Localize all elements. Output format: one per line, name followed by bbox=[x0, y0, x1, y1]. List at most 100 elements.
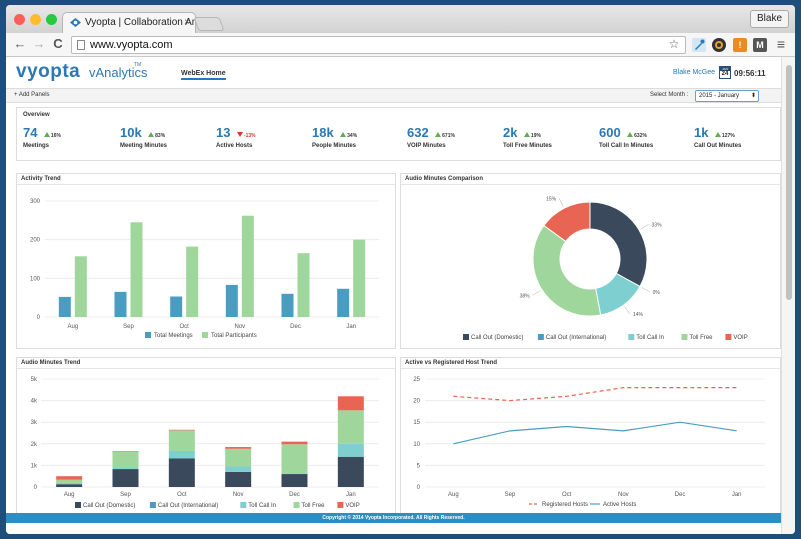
stacked-bar-segment bbox=[56, 482, 83, 485]
bar bbox=[337, 288, 350, 317]
tab-close-icon[interactable]: × bbox=[184, 17, 190, 28]
browser-tab[interactable]: Vyopta | Collaboration Ana × bbox=[62, 12, 196, 33]
y-tick-label: 15 bbox=[413, 420, 420, 426]
slice-leader-line bbox=[640, 224, 649, 230]
stat-label: Toll Call In Minutes bbox=[599, 143, 654, 149]
circle-extension-icon[interactable] bbox=[712, 38, 726, 52]
bookmark-star-icon[interactable]: ☆ bbox=[668, 37, 680, 51]
vanalytics-logo-text: vAnalytics bbox=[89, 65, 148, 80]
menu-icon[interactable]: ≡ bbox=[776, 36, 786, 52]
warning-extension-icon[interactable]: ! bbox=[733, 38, 747, 52]
x-tick-label: Sep bbox=[120, 492, 131, 498]
stat-label: Toll Free Minutes bbox=[503, 143, 552, 149]
x-tick-label: Oct bbox=[179, 324, 189, 330]
x-tick-label: Jan bbox=[346, 324, 356, 330]
bar bbox=[281, 293, 294, 317]
y-tick-label: 25 bbox=[413, 377, 420, 383]
web-page: vyopta vAnalytics TM WebEx Home Blake Mc… bbox=[6, 57, 795, 534]
nav-webex-home[interactable]: WebEx Home bbox=[181, 70, 226, 80]
new-tab-button[interactable] bbox=[193, 17, 225, 31]
stat-meeting-minutes[interactable]: 10k 83% Meeting Minutes bbox=[120, 124, 167, 149]
legend-swatch bbox=[202, 332, 208, 338]
y-tick-label: 0 bbox=[34, 485, 38, 491]
select-arrows-icon: ⬍ bbox=[750, 93, 756, 99]
forward-icon[interactable]: → bbox=[32, 36, 46, 51]
stat-value: 632 bbox=[407, 125, 429, 140]
browser-window: Vyopta | Collaboration Ana × Blake ← → C… bbox=[6, 5, 795, 534]
m-extension-icon[interactable]: M bbox=[753, 38, 767, 52]
stat-delta: -13% bbox=[236, 132, 256, 139]
x-tick-label: Dec bbox=[675, 492, 686, 498]
page-scrollbar[interactable] bbox=[781, 57, 795, 534]
footer: Copyright © 2014 Vyopta Incorporated. Al… bbox=[6, 513, 781, 523]
stacked-bar-segment bbox=[225, 466, 252, 472]
stat-value: 74 bbox=[23, 125, 38, 140]
stat-voip-minutes[interactable]: 632 671% VOIP Minutes bbox=[407, 124, 455, 149]
trademark: TM bbox=[134, 62, 142, 68]
user-name-link[interactable]: Blake McGee bbox=[673, 69, 716, 76]
stacked-bar-segment bbox=[112, 451, 139, 452]
stat-label: Meeting Minutes bbox=[120, 143, 168, 149]
y-tick-label: 3k bbox=[31, 420, 38, 426]
stacked-bar-segment bbox=[225, 448, 252, 467]
y-tick-label: 100 bbox=[30, 276, 41, 282]
slice-leader-line bbox=[641, 287, 650, 292]
x-tick-label: Nov bbox=[234, 324, 245, 330]
stat-delta: 34% bbox=[340, 132, 357, 139]
clock: 09:56:11 bbox=[734, 69, 766, 78]
vyopta-favicon-icon bbox=[70, 18, 81, 27]
stat-delta: 19% bbox=[523, 132, 541, 139]
legend-swatch bbox=[463, 334, 469, 340]
close-window-icon[interactable] bbox=[14, 14, 25, 25]
stat-value: 10k bbox=[120, 125, 142, 140]
back-icon[interactable]: ← bbox=[13, 36, 27, 51]
stat-label: People Minutes bbox=[312, 143, 357, 149]
legend-label: Call Out (International) bbox=[546, 335, 606, 341]
legend-swatch bbox=[240, 502, 247, 508]
page-icon bbox=[77, 40, 85, 50]
scrollbar-thumb[interactable] bbox=[786, 65, 792, 300]
legend-swatch bbox=[293, 502, 300, 508]
stacked-bar-segment bbox=[56, 484, 83, 487]
month-select[interactable]: 2015 - January ⬍ bbox=[695, 90, 759, 102]
calendar-day: 24 bbox=[721, 71, 729, 77]
vyopta-logo[interactable]: vyopta bbox=[16, 61, 81, 82]
panel-header: Active vs Registered Host Trend bbox=[401, 358, 780, 369]
x-tick-label: Nov bbox=[233, 492, 244, 498]
legend-label: Call Out (Domestic) bbox=[83, 503, 135, 509]
eyedropper-extension-icon[interactable] bbox=[692, 38, 706, 52]
stat-value: 2k bbox=[503, 125, 518, 140]
legend-swatch bbox=[537, 334, 544, 340]
stat-call-out-minutes[interactable]: 1k 127% Call Out Minutes bbox=[694, 124, 741, 149]
minimize-window-icon[interactable] bbox=[30, 14, 41, 25]
stat-toll-free-minutes[interactable]: 2k 19% Toll Free Minutes bbox=[503, 124, 552, 149]
legend-label: Call Out (Domestic) bbox=[471, 335, 523, 341]
maximize-window-icon[interactable] bbox=[46, 14, 57, 25]
y-tick-label: 5k bbox=[31, 377, 38, 383]
stat-delta: 16% bbox=[43, 132, 61, 139]
reload-icon[interactable]: C bbox=[53, 36, 63, 51]
legend-swatch bbox=[628, 334, 635, 340]
stat-people-minutes[interactable]: 18k 34% People Minutes bbox=[312, 124, 357, 149]
active-vs-registered-panel: Active vs Registered Host Trend 0 5 10 15 20… bbox=[400, 357, 781, 515]
panel-title: Audio Minutes Trend bbox=[21, 360, 81, 366]
stacked-bar-segment bbox=[337, 410, 364, 444]
stat-toll-call-in-minutes[interactable]: 600 632% Toll Call In Minutes bbox=[599, 124, 653, 149]
url-text: www.vyopta.com bbox=[90, 39, 173, 51]
x-tick-label: Nov bbox=[618, 492, 629, 498]
trend-up-icon bbox=[43, 132, 50, 137]
stacked-bar-segment bbox=[168, 450, 195, 459]
profile-button[interactable]: Blake bbox=[749, 10, 789, 28]
legend-label: Toll Call In bbox=[248, 503, 276, 509]
stacked-bar-segment bbox=[112, 469, 139, 487]
stat-value: 18k bbox=[312, 125, 334, 140]
stat-active-hosts[interactable]: 13 -13% Active Hosts bbox=[216, 124, 256, 149]
stat-delta: 632% bbox=[627, 132, 647, 139]
address-bar[interactable]: www.vyopta.com bbox=[71, 36, 686, 54]
overview-title: Overview bbox=[23, 112, 50, 118]
bar bbox=[186, 246, 199, 317]
add-panels-button[interactable]: + Add Panels bbox=[14, 92, 50, 98]
stat-meetings[interactable]: 74 16% Meetings bbox=[23, 124, 61, 149]
bar bbox=[225, 284, 238, 317]
stacked-bar-segment bbox=[281, 474, 308, 487]
